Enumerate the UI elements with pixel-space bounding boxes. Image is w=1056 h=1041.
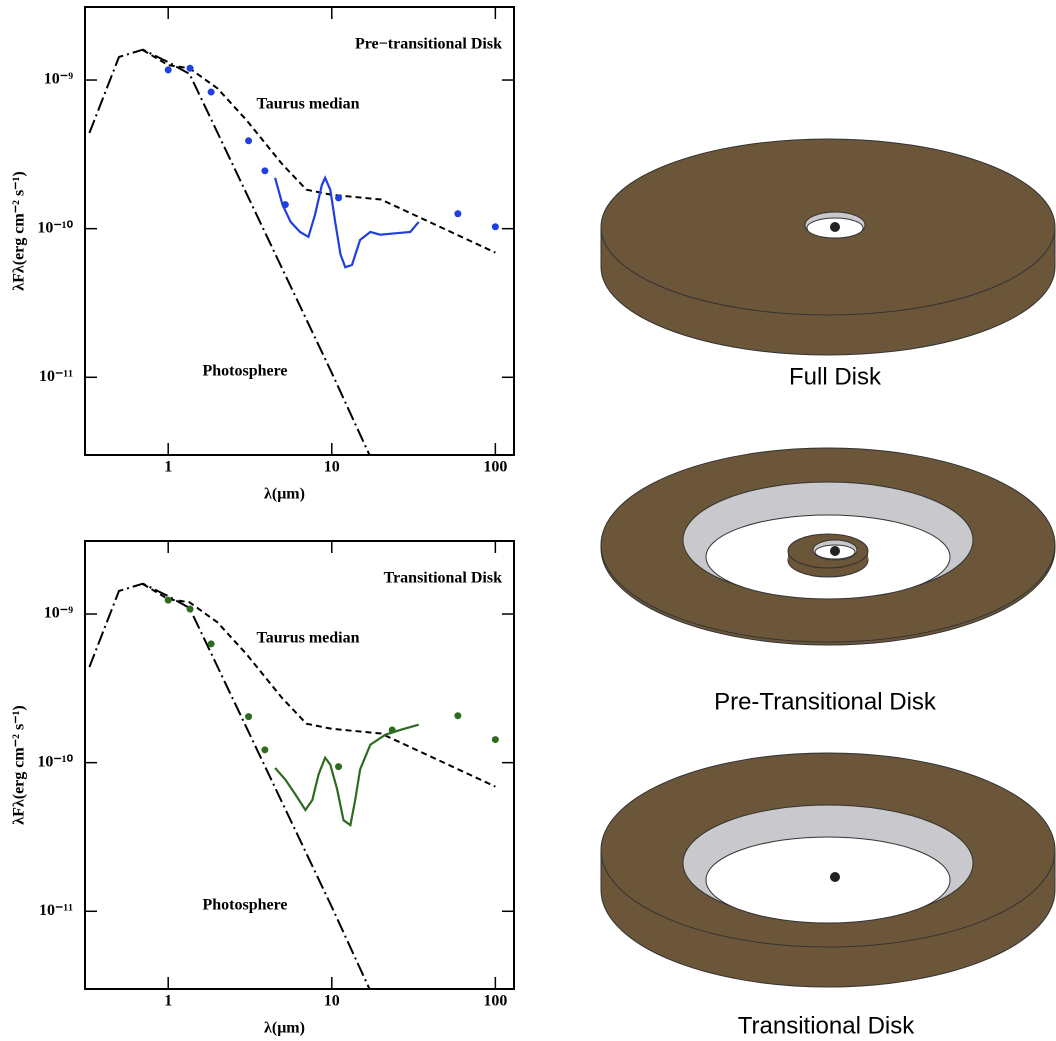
photometry-point bbox=[388, 726, 396, 734]
series-label: Photosphere bbox=[202, 897, 287, 914]
sed-line bbox=[88, 582, 371, 990]
chart-title: Transitional Disk bbox=[384, 570, 503, 587]
sed-chart: 1 10 100 10⁻⁹ 10⁻¹⁰ 10⁻¹¹ λ(μm) λFλ(erg cm⁻² s⁻… bbox=[11, 6, 515, 503]
photometry-point bbox=[261, 746, 269, 754]
photometry-point bbox=[164, 66, 172, 74]
x-tick-label: 100 bbox=[483, 459, 507, 476]
x-tick-label: 100 bbox=[483, 993, 507, 1010]
sed-line bbox=[274, 723, 419, 827]
photometry-point bbox=[281, 201, 289, 209]
x-tick-label: 10 bbox=[324, 459, 340, 476]
pre-transitional-disk: Pre-Transitional Disk bbox=[600, 447, 1056, 715]
photometry-point bbox=[207, 88, 215, 96]
sed-line bbox=[142, 49, 496, 254]
photometry-point bbox=[186, 64, 194, 72]
disk-label: Transitional Disk bbox=[738, 1012, 915, 1039]
photometry-point bbox=[207, 640, 215, 648]
y-axis-label: λFλ(erg cm⁻² s⁻¹) bbox=[11, 171, 28, 291]
x-tick-label: 1 bbox=[164, 459, 172, 476]
series-label: Photosphere bbox=[202, 363, 287, 380]
y-tick-label: 10⁻¹⁰ bbox=[37, 219, 73, 236]
sed-line bbox=[274, 175, 420, 269]
disk-label: Full Disk bbox=[789, 363, 882, 390]
sed-line bbox=[142, 583, 496, 788]
plot-frame bbox=[84, 6, 515, 456]
sed-chart: 1 10 100 10⁻⁹ 10⁻¹⁰ 10⁻¹¹ λ(μm) λFλ(erg cm⁻² s⁻… bbox=[11, 540, 515, 1037]
x-axis-label: λ(μm) bbox=[264, 1020, 305, 1037]
disk-label: Pre-Transitional Disk bbox=[714, 688, 937, 715]
photometry-point bbox=[186, 605, 194, 613]
y-tick-label: 10⁻¹¹ bbox=[39, 368, 73, 385]
charts: 1 10 100 10⁻⁹ 10⁻¹⁰ 10⁻¹¹ λ(μm) λFλ(erg cm⁻² s⁻… bbox=[11, 6, 515, 1037]
series-label: Taurus median bbox=[257, 630, 360, 647]
sed-line bbox=[88, 48, 371, 456]
y-tick-label: 10⁻¹⁰ bbox=[37, 753, 73, 770]
series-label: Taurus median bbox=[257, 96, 360, 113]
x-axis-label: λ(μm) bbox=[264, 486, 305, 503]
plot-frame bbox=[84, 540, 515, 990]
x-tick-label: 1 bbox=[164, 993, 172, 1010]
y-tick-label: 10⁻⁹ bbox=[44, 71, 73, 88]
full-disk: Full Disk bbox=[600, 138, 1056, 390]
photometry-point bbox=[335, 763, 343, 771]
photometry-point bbox=[261, 167, 269, 175]
transitional-disk: Transitional Disk bbox=[600, 752, 1056, 1039]
photometry-point bbox=[454, 210, 462, 218]
photometry-point bbox=[164, 596, 172, 604]
photometry-point bbox=[454, 712, 462, 720]
x-tick-label: 10 bbox=[324, 993, 340, 1010]
y-axis-label: λFλ(erg cm⁻² s⁻¹) bbox=[11, 705, 28, 825]
photometry-point bbox=[245, 137, 253, 145]
photometry-point bbox=[245, 713, 253, 721]
y-tick-label: 10⁻⁹ bbox=[44, 605, 73, 622]
chart-title: Pre−transitional Disk bbox=[355, 36, 502, 53]
photometry-point bbox=[491, 223, 499, 231]
y-tick-label: 10⁻¹¹ bbox=[39, 902, 73, 919]
photometry-point bbox=[335, 194, 343, 202]
photometry-point bbox=[491, 736, 499, 744]
